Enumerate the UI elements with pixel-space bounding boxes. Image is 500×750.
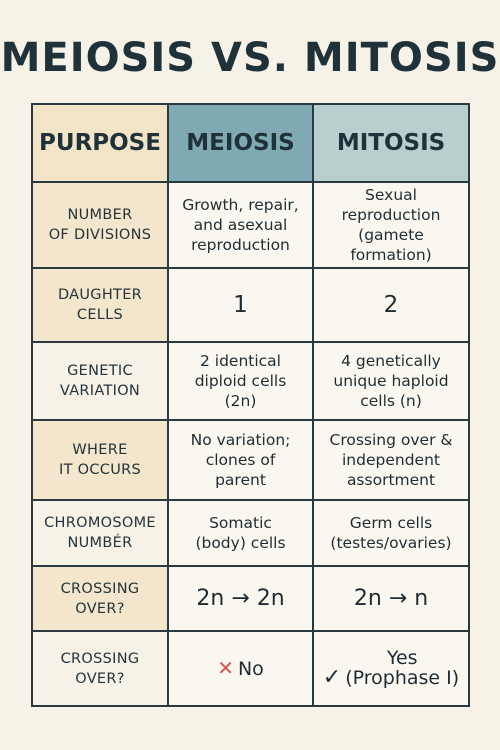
row-label: GENETIC VARIATION — [31, 341, 169, 421]
meiosis-cell: Growth, repair, and asexual reproduction — [167, 181, 314, 269]
x-mark-icon: ✕ — [217, 655, 234, 680]
mitosis-cell: ✓Yes (Prophase I) — [312, 630, 470, 707]
mitosis-cell-text: Yes (Prophase I) — [345, 647, 460, 689]
row-label-text: GENETIC VARIATION — [59, 363, 141, 399]
table-row: WHERE IT OCCURS No variation; clones of … — [31, 419, 470, 501]
row-label-text: WHERE IT OCCURS — [59, 442, 141, 478]
mitosis-cell-text: Sexual reproduction (gamete formation) — [341, 186, 441, 264]
table-row: CROSSING OVER? ✕ No ✓Yes (Prophase I) — [31, 630, 470, 707]
mitosis-cell: Sexual reproduction (gamete formation) — [312, 181, 470, 269]
table-row: CHROMOSOME NUMBÉR Somatic (body) cells G… — [31, 499, 470, 567]
row-label: NUMBER OF DIVISIONS — [31, 181, 169, 269]
mitosis-cell: Germ cells (testes/ovaries) — [312, 499, 470, 567]
meiosis-cell: 2 identical diploid cells (2n) — [167, 341, 314, 421]
row-label: CROSSING OVER? — [31, 565, 169, 632]
meiosis-cell: Somatic (body) cells — [167, 499, 314, 567]
comparison-table: PURPOSE MEIOSIS MITOSIS NUMBER OF DIVISI… — [31, 103, 470, 707]
table-row: GENETIC VARIATION 2 identical diploid ce… — [31, 341, 470, 421]
row-label-text: NUMBER OF DIVISIONS — [48, 207, 152, 243]
meiosis-cell-text: No variation; clones of parent — [190, 431, 291, 489]
mitosis-cell-text: 2 — [383, 292, 399, 318]
row-label: DAUGHTER CELLS — [31, 267, 169, 343]
mitosis-cell: 4 genetically unique haploid cells (n) — [312, 341, 470, 421]
meiosis-cell-text: 1 — [233, 292, 248, 318]
meiosis-cell-text: Growth, repair, and asexual reproduction — [182, 196, 299, 254]
meiosis-cell-text: Somatic (body) cells — [195, 514, 286, 552]
check-mark-icon: ✓ — [322, 665, 342, 690]
row-label-text: DAUGHTER CELLS — [57, 287, 143, 323]
table-row: DAUGHTER CELLS 1 2 — [31, 267, 470, 343]
mitosis-cell-text: Crossing over & independent assortment — [329, 431, 453, 489]
table-row: NUMBER OF DIVISIONS Growth, repair, and … — [31, 181, 470, 269]
row-label-text: CROSSING OVER? — [60, 650, 140, 687]
row-label: WHERE IT OCCURS — [31, 419, 169, 501]
meiosis-cell: 2n → 2n — [167, 565, 314, 632]
meiosis-cell-text: No — [237, 657, 264, 680]
meiosis-cell-text: 2 identical diploid cells (2n) — [194, 352, 287, 410]
mitosis-cell: 2 — [312, 267, 470, 343]
table-row: CROSSING OVER? 2n → 2n 2n → n — [31, 565, 470, 632]
mitosis-cell-text: 2n → n — [353, 585, 429, 611]
row-label-text: CROSSING OVER? — [60, 580, 140, 617]
meiosis-cell-text: 2n → 2n — [196, 585, 285, 611]
row-label-text: CHROMOSOME NUMBÉR — [44, 515, 156, 551]
header-purpose: PURPOSE — [31, 103, 169, 183]
mitosis-cell: 2n → n — [312, 565, 470, 632]
row-label: CROSSING OVER? — [31, 630, 169, 707]
header-mitosis: MITOSIS — [312, 103, 470, 183]
table-header-row: PURPOSE MEIOSIS MITOSIS — [31, 103, 470, 183]
mitosis-cell-text: 4 genetically unique haploid cells (n) — [333, 352, 449, 410]
header-meiosis: MEIOSIS — [167, 103, 314, 183]
meiosis-cell: No variation; clones of parent — [167, 419, 314, 501]
meiosis-cell: 1 — [167, 267, 314, 343]
meiosis-cell: ✕ No — [167, 630, 314, 707]
page-title: MEIOSIS VS. MITOSIS — [0, 35, 500, 81]
mitosis-cell-text: Germ cells (testes/ovaries) — [330, 514, 452, 552]
mitosis-cell: Crossing over & independent assortment — [312, 419, 470, 501]
row-label: CHROMOSOME NUMBÉR — [31, 499, 169, 567]
